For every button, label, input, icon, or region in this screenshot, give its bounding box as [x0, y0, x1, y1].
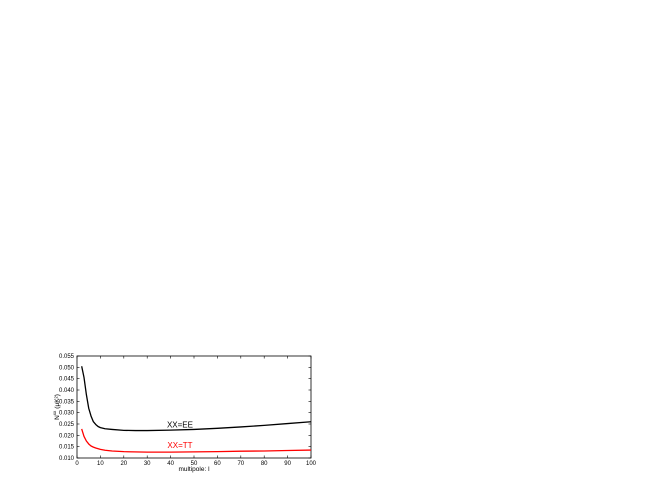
y-tick-label: 0.015 [59, 445, 75, 451]
y-tick-label: 0.050 [59, 365, 75, 371]
y-axis-label-symbol: N [54, 415, 61, 420]
y-tick-label: 0.010 [59, 456, 75, 462]
x-tick-label: 30 [144, 461, 151, 467]
y-axis-label: Nxx(μK²) [52, 394, 61, 420]
x-tick-label: 50 [191, 461, 198, 467]
x-axis: 0 10 20 30 40 50 60 70 80 90 100 [75, 356, 317, 467]
annotation-label: XX=EE [167, 420, 193, 429]
y-tick-label: 0.020 [59, 433, 75, 439]
x-tick-label: 10 [97, 461, 104, 467]
y-tick-label: 0.040 [59, 388, 75, 394]
y-tick-label: 0.030 [59, 411, 75, 417]
x-tick-label: 80 [261, 461, 268, 467]
y-tick-label: 0.045 [59, 377, 75, 383]
annotations: XX=EE XX=TT [167, 420, 193, 449]
y-axis-label-superscript: xx [52, 410, 57, 415]
series-line-ee [81, 366, 312, 432]
x-axis-label: multipole: l [178, 466, 210, 473]
y-tick-label: 0.025 [59, 422, 75, 428]
y-tick-label: 0.055 [59, 354, 75, 360]
x-tick-label: 40 [167, 461, 174, 467]
y-axis: 0.010 0.015 0.020 0.025 0.030 0.035 0.040 0.045… [59, 354, 311, 462]
x-tick-label: 60 [214, 461, 221, 467]
y-axis-label-unit: (μK²) [54, 394, 61, 409]
series-line-tt [81, 428, 312, 453]
x-tick-label: 0 [75, 461, 79, 467]
x-tick-label: 70 [237, 461, 244, 467]
x-tick-label: 90 [284, 461, 291, 467]
x-tick-label: 100 [306, 461, 317, 467]
series-layer [81, 366, 312, 453]
plot-frame [76, 355, 312, 459]
x-tick-label: 20 [120, 461, 127, 467]
svg-text:Nxx(μK²): Nxx(μK²) [52, 394, 61, 420]
annotation-label: XX=TT [167, 441, 192, 450]
y-tick-label: 0.035 [59, 399, 75, 405]
